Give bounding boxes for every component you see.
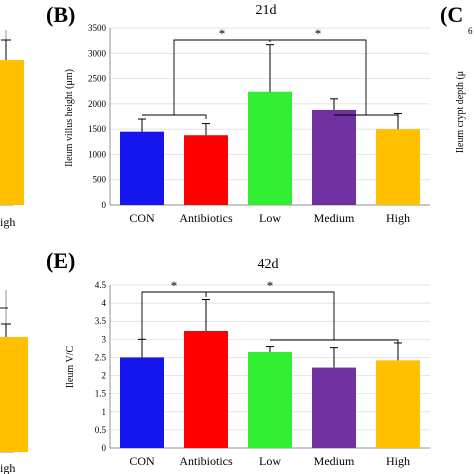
significance-star: * [171, 278, 178, 293]
y-tick-label: 1500 [88, 124, 107, 134]
bar-high [376, 129, 420, 205]
panel-c-letter: (C [440, 2, 463, 27]
y-tick-label: 3 [102, 334, 107, 344]
y-tick-label: 1.5 [95, 389, 107, 399]
bar-low [248, 91, 292, 205]
panel-c-partial: (C Ileum crypt depth (μ 6 [440, 2, 473, 153]
bar-con [120, 357, 164, 448]
x-tick-label: Medium [314, 454, 355, 468]
y-tick-label: 500 [93, 175, 107, 185]
x-tick-label: Antibiotics [179, 211, 233, 225]
y-tick-label: 1 [102, 407, 107, 417]
x-tick-label: CON [129, 211, 155, 225]
significance-star: * [315, 26, 322, 41]
y-tick-label: 0 [102, 443, 107, 453]
y-tick-label: 2.5 [95, 352, 107, 362]
panel-e-ylabel: Ileum V/C [65, 346, 76, 389]
bar-low [248, 352, 292, 448]
y-tick-label: 2 [102, 371, 107, 381]
bar-medium [312, 367, 356, 448]
x-tick-label: High [386, 211, 410, 225]
significance-bracket [269, 39, 367, 115]
bar-high [376, 360, 420, 448]
y-tick-label: 1000 [88, 149, 107, 159]
panel-c-ytick-partial: 6 [468, 26, 473, 36]
panel-e-title: 42d [258, 257, 279, 272]
left-top-category-partial: igh [0, 215, 15, 229]
y-tick-label: 4 [102, 298, 107, 308]
y-tick-label: 2000 [88, 99, 107, 109]
y-tick-label: 3000 [88, 48, 107, 58]
left-bottom-partial-panel: igh [0, 290, 28, 474]
y-tick-label: 0.5 [95, 425, 107, 435]
bar-antibiotics [184, 331, 228, 448]
bar-con [120, 131, 164, 205]
bar-antibiotics [184, 135, 228, 205]
significance-bracket [205, 291, 335, 340]
significance-star: * [267, 278, 274, 293]
x-tick-label: CON [129, 454, 155, 468]
y-tick-label: 0 [102, 200, 107, 210]
bar-medium [312, 109, 356, 205]
significance-star: * [219, 26, 226, 41]
panel-b-chart: 0 500 1000 1500 2000 2500 3000 3500 CON Antibioti… [88, 23, 430, 225]
panel-e: (E) 42d Ileum V/C 0 0.5 1 1.5 2 2.5 3 3.5 4 4.5 CO… [46, 248, 430, 468]
y-tick-label: 3.5 [95, 316, 107, 326]
left-top-partial-panel: igh [0, 30, 24, 229]
y-tick-label: 3500 [88, 23, 107, 33]
panel-b-ylabel: Ileum villus height (μm) [64, 69, 75, 167]
panel-b-letter: (B) [46, 2, 75, 27]
x-tick-label: Low [259, 211, 281, 225]
panel-b-title: 21d [256, 3, 277, 18]
left-bottom-partial-bar [0, 337, 28, 452]
y-tick-label: 2500 [88, 74, 107, 84]
panel-c-ylabel-partial: Ileum crypt depth (μ [455, 71, 466, 153]
left-top-partial-bar [0, 60, 24, 205]
panel-e-chart: 0 0.5 1 1.5 2 2.5 3 3.5 4 4.5 CON Antibiotics Low Med… [95, 278, 430, 468]
x-tick-label: High [386, 454, 410, 468]
x-tick-label: Antibiotics [179, 454, 233, 468]
bracket-group-line [142, 114, 207, 119]
left-bottom-category-partial: igh [0, 461, 15, 474]
panel-e-letter: (E) [46, 248, 75, 273]
x-tick-label: Medium [314, 211, 355, 225]
panel-b: (B) 21d Ileum villus height (μm) 0 500 100… [46, 2, 430, 225]
bracket-group-line [270, 339, 399, 344]
y-tick-label: 4.5 [95, 280, 107, 290]
bracket-group-line [334, 114, 399, 119]
x-tick-label: Low [259, 454, 281, 468]
